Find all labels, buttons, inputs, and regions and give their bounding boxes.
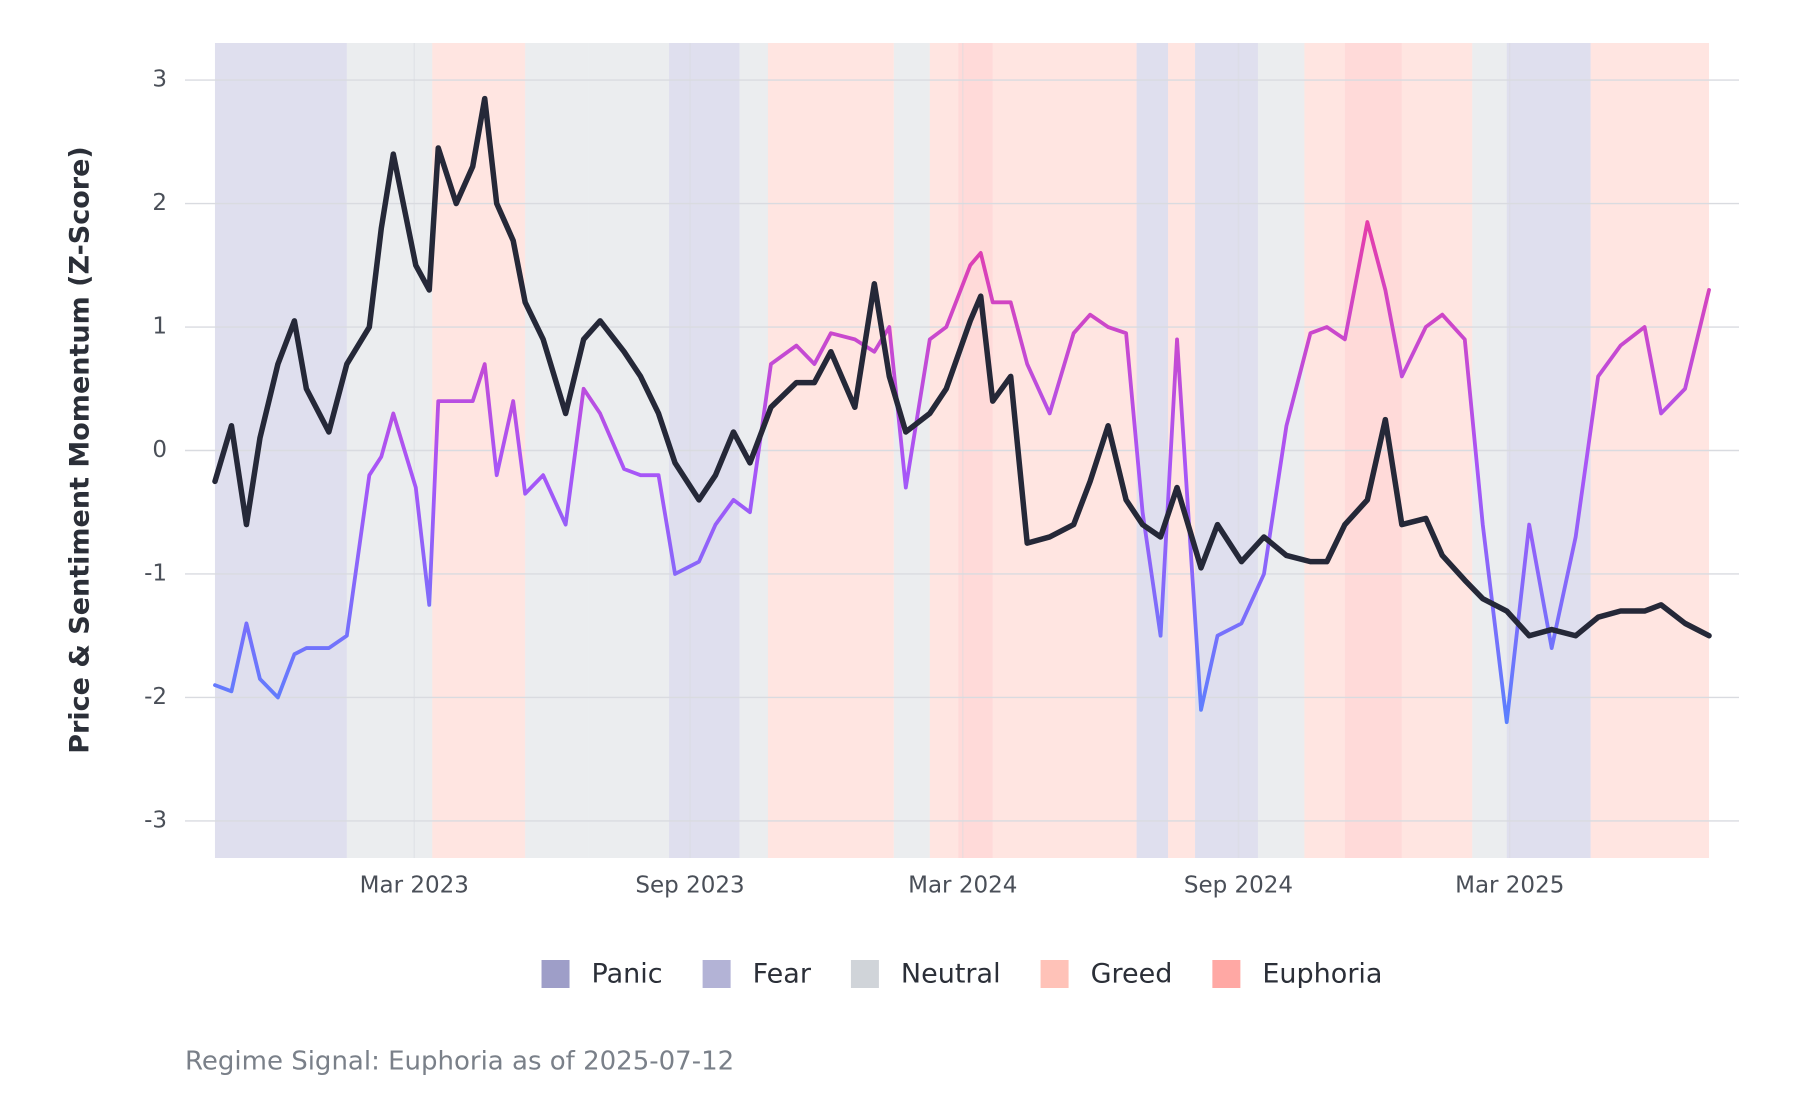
legend-swatch bbox=[1212, 960, 1241, 988]
legend-swatch bbox=[702, 960, 731, 988]
x-tick-label: Sep 2024 bbox=[1184, 873, 1293, 899]
x-tick-label: Mar 2025 bbox=[1455, 873, 1564, 899]
legend-item: Fear bbox=[702, 959, 812, 990]
legend-item: Panic bbox=[541, 959, 663, 990]
legend-label: Euphoria bbox=[1262, 959, 1382, 990]
caption: Regime Signal: Euphoria as of 2025-07-12 bbox=[185, 1047, 734, 1077]
y-tick-label: -1 bbox=[144, 560, 167, 586]
y-tick-label: 1 bbox=[152, 314, 167, 340]
y-tick-label: -2 bbox=[144, 684, 167, 710]
legend-item: Euphoria bbox=[1212, 959, 1382, 990]
legend-label: Panic bbox=[592, 959, 663, 990]
labels: -3 -2 -1 0 1 2 3 Mar 2023 Sep 2023 Mar 2024 Sep 20… bbox=[144, 67, 1564, 899]
legend-swatch bbox=[1040, 960, 1069, 988]
x-tick-label: Sep 2023 bbox=[635, 873, 744, 899]
legend-label: Greed bbox=[1091, 959, 1173, 990]
legend-item: Greed bbox=[1040, 959, 1173, 990]
legend-item: Neutral bbox=[850, 959, 1001, 990]
y-tick-label: -3 bbox=[144, 807, 167, 833]
series-line bbox=[213, 220, 1711, 725]
series-line bbox=[212, 95, 1712, 639]
y-tick-label: 2 bbox=[152, 190, 167, 216]
lines bbox=[212, 95, 1712, 725]
legend-swatch bbox=[541, 960, 570, 988]
grid bbox=[185, 43, 1739, 858]
y-tick-label: 0 bbox=[152, 437, 167, 463]
legend-label: Neutral bbox=[901, 959, 1001, 990]
y-axis-title: Price & Sentiment Momentum (Z-Score) bbox=[65, 146, 96, 754]
legend: Panic Fear Neutral Greed Euphoria bbox=[541, 959, 1382, 990]
x-tick-label: Mar 2023 bbox=[360, 873, 469, 899]
y-tick-label: 3 bbox=[152, 67, 167, 93]
legend-swatch bbox=[850, 960, 879, 988]
x-tick-label: Mar 2024 bbox=[908, 873, 1017, 899]
legend-label: Fear bbox=[753, 959, 812, 990]
